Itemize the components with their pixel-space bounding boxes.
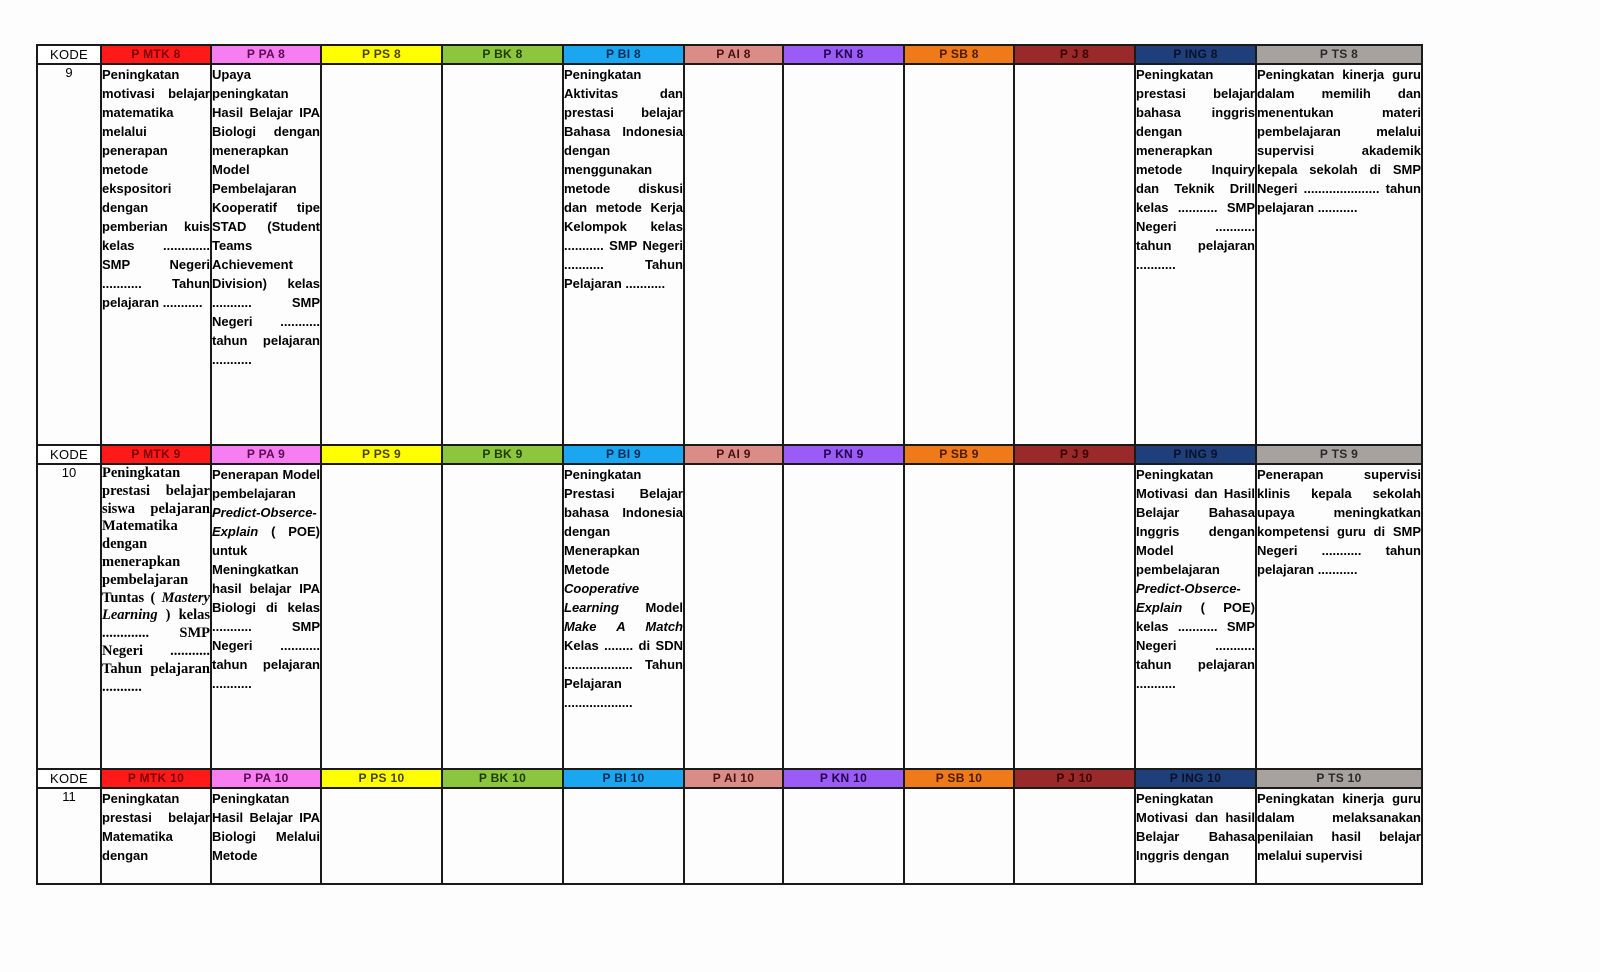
cell-p-ing: Peningkatan Motivasi dan Hasil Belajar B… — [1134, 463, 1257, 770]
cell-text: ( POE) kelas ........... SMP Negeri ....… — [1136, 600, 1255, 691]
header-p-j: P J 10 — [1013, 768, 1136, 789]
cell-p-sb — [903, 463, 1015, 770]
header-p-ts: P TS 8 — [1255, 44, 1423, 65]
header-p-ing: P ING 10 — [1134, 768, 1257, 789]
cell-text: ( POE) untuk Meningkatkan hasil belajar … — [212, 524, 320, 691]
header-p-sb: P SB 10 — [903, 768, 1015, 789]
cell-p-bk — [441, 463, 564, 770]
cell-p-ai — [683, 63, 784, 446]
row-number: 9 — [36, 63, 102, 446]
header-p-bk: P BK 8 — [441, 44, 564, 65]
header-p-mtk: P MTK 9 — [100, 444, 212, 465]
header-p-j: P J 9 — [1013, 444, 1136, 465]
header-p-kn: P KN 9 — [782, 444, 905, 465]
header-p-ai: P AI 8 — [683, 44, 784, 65]
header-row: KODE P MTK 10 P PA 10 P PS 10 P BK 10 P … — [36, 768, 1423, 789]
cell-p-sb — [903, 787, 1015, 885]
table-row: 11 Peningkatan prestasi belajar Matemati… — [36, 787, 1423, 885]
header-row: KODE P MTK 8 P PA 8 P PS 8 P BK 8 P BI 8… — [36, 44, 1423, 65]
cell-italic-text: Make A Match — [564, 619, 683, 634]
cell-italic-text: Predict-Obserce-Explain — [1136, 581, 1241, 615]
cell-text: Penerapan Model pembelajaran — [212, 467, 320, 501]
cell-p-ing: Peningkatan Motivasi dan hasil Belajar B… — [1134, 787, 1257, 885]
header-p-ps: P PS 9 — [320, 444, 443, 465]
header-p-ps: P PS 10 — [320, 768, 443, 789]
kode-header: KODE — [36, 768, 102, 789]
cell-p-ps — [320, 463, 443, 770]
cell-p-ts: Peningkatan kinerja guru dalam memilih d… — [1255, 63, 1423, 446]
cell-text: Peningkatan Prestasi Belajar bahasa Indo… — [564, 467, 683, 577]
header-p-kn: P KN 10 — [782, 768, 905, 789]
cell-p-kn — [782, 787, 905, 885]
header-p-bi: P BI 9 — [562, 444, 685, 465]
kode-header: KODE — [36, 44, 102, 65]
header-p-j: P J 8 — [1013, 44, 1136, 65]
cell-p-ps — [320, 63, 443, 446]
cell-text: Model — [645, 600, 683, 615]
header-p-bi: P BI 10 — [562, 768, 685, 789]
header-p-ing: P ING 8 — [1134, 44, 1257, 65]
cell-p-pa: Upaya peningkatan Hasil Belajar IPA Biol… — [210, 63, 322, 446]
header-p-ts: P TS 9 — [1255, 444, 1423, 465]
header-p-sb: P SB 8 — [903, 44, 1015, 65]
cell-italic-text: Predict-Obserce-Explain — [212, 505, 317, 539]
header-p-pa: P PA 10 — [210, 768, 322, 789]
kode-header: KODE — [36, 444, 102, 465]
cell-p-ai — [683, 463, 784, 770]
header-p-ai: P AI 9 — [683, 444, 784, 465]
cell-italic-text: Cooperative Learning — [564, 581, 640, 615]
cell-text: Peningkatan Motivasi dan Hasil Belajar B… — [1136, 467, 1255, 577]
cell-p-bk — [441, 787, 564, 885]
cell-italic-text: Mastery Learning — [102, 589, 210, 624]
table-row: 9 Peningkatan motivasi belajar matematik… — [36, 63, 1423, 446]
cell-text: Kelas ........ di SDN ..................… — [564, 638, 683, 710]
cell-p-mtk: Peningkatan prestasi belajar Matematika … — [100, 787, 212, 885]
table-row: 10 Peningkatan prestasi belajar siswa pe… — [36, 463, 1423, 770]
cell-text: Peningkatan prestasi belajar siswa pelaj… — [102, 465, 210, 606]
cell-p-bi — [562, 787, 685, 885]
header-p-kn: P KN 8 — [782, 44, 905, 65]
cell-p-ai — [683, 787, 784, 885]
header-p-pa: P PA 8 — [210, 44, 322, 65]
cell-p-ts: Penerapan supervisi klinis kepala sekola… — [1255, 463, 1423, 770]
cell-p-j — [1013, 787, 1136, 885]
cell-p-j — [1013, 463, 1136, 770]
header-p-mtk: P MTK 10 — [100, 768, 212, 789]
cell-p-bi: Peningkatan Prestasi Belajar bahasa Indo… — [562, 463, 685, 770]
cell-p-mtk: Peningkatan motivasi belajar matematika … — [100, 63, 212, 446]
header-p-ing: P ING 9 — [1134, 444, 1257, 465]
header-p-ai: P AI 10 — [683, 768, 784, 789]
cell-p-bk — [441, 63, 564, 446]
header-p-sb: P SB 9 — [903, 444, 1015, 465]
header-p-bk: P BK 10 — [441, 768, 564, 789]
cell-p-ts: Peningkatan kinerja guru dalam melaksana… — [1255, 787, 1423, 885]
cell-p-ing: Peningkatan prestasi belajar bahasa ingg… — [1134, 63, 1257, 446]
row-number: 10 — [36, 463, 102, 770]
cell-p-kn — [782, 463, 905, 770]
header-p-ps: P PS 8 — [320, 44, 443, 65]
cell-p-mtk: Peningkatan prestasi belajar siswa pelaj… — [100, 463, 212, 770]
cell-text: ) kelas ............. SMP Negeri .......… — [102, 607, 210, 695]
cell-p-sb — [903, 63, 1015, 446]
header-p-bi: P BI 8 — [562, 44, 685, 65]
header-p-pa: P PA 9 — [210, 444, 322, 465]
row-number: 11 — [36, 787, 102, 885]
header-p-bk: P BK 9 — [441, 444, 564, 465]
header-row: KODE P MTK 9 P PA 9 P PS 9 P BK 9 P BI 9… — [36, 444, 1423, 465]
cell-p-j — [1013, 63, 1136, 446]
header-p-mtk: P MTK 8 — [100, 44, 212, 65]
cell-p-pa: Peningkatan Hasil Belajar IPA Biologi Me… — [210, 787, 322, 885]
cell-p-bi: Peningkatan Aktivitas dan prestasi belaj… — [562, 63, 685, 446]
cell-p-kn — [782, 63, 905, 446]
cell-p-pa: Penerapan Model pembelajaran Predict-Obs… — [210, 463, 322, 770]
header-p-ts: P TS 10 — [1255, 768, 1423, 789]
cell-p-ps — [320, 787, 443, 885]
topic-table: KODE P MTK 8 P PA 8 P PS 8 P BK 8 P BI 8… — [36, 44, 1423, 885]
